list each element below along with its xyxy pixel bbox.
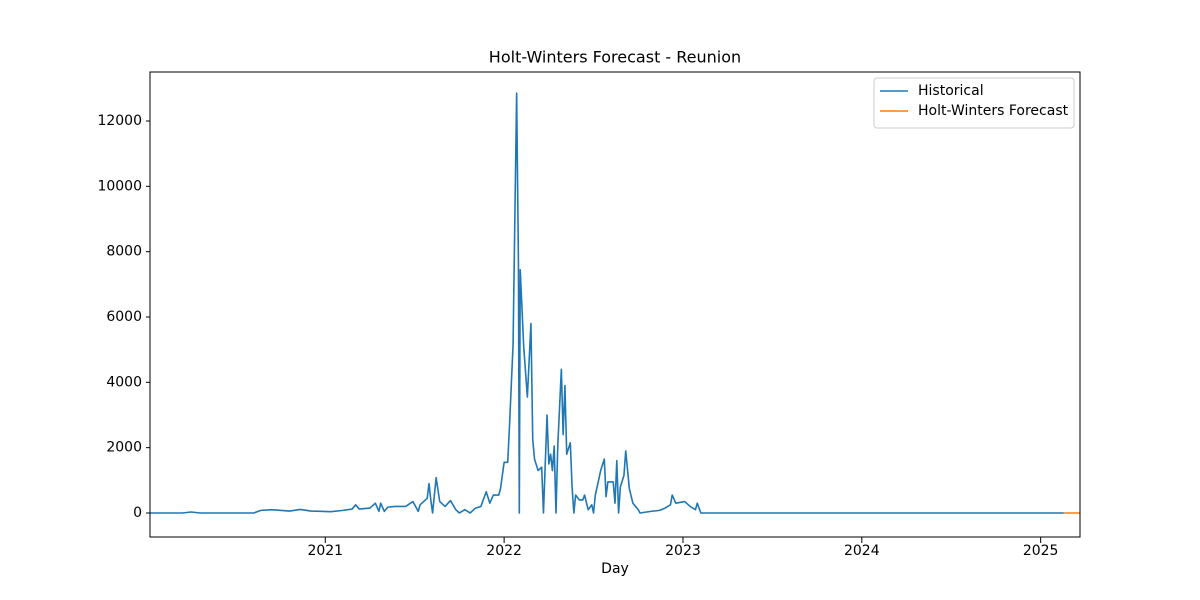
y-tick-label: 8000 — [106, 244, 142, 260]
x-tick-label: 2024 — [844, 543, 880, 559]
y-tick-label: 12000 — [97, 113, 142, 129]
y-tick-label: 2000 — [106, 440, 142, 456]
y-tick-label: 10000 — [97, 178, 142, 194]
series-line — [150, 92, 1064, 514]
y-tick-label: 0 — [133, 505, 142, 521]
y-tick-label: 4000 — [106, 374, 142, 390]
x-tick-label: 2021 — [307, 543, 343, 559]
legend-label: Holt-Winters Forecast — [918, 103, 1069, 119]
legend-box — [873, 77, 1075, 129]
plot-frame — [149, 71, 1081, 538]
legend-label: Historical — [918, 83, 984, 99]
x-tick-label: 2023 — [665, 543, 701, 559]
y-tick-label: 6000 — [106, 309, 142, 325]
x-tick-label: 2022 — [486, 543, 522, 559]
chart-title: Holt-Winters Forecast - Reunion — [489, 48, 741, 67]
x-tick-label: 2025 — [1023, 543, 1059, 559]
x-axis-label: Day — [601, 561, 629, 577]
